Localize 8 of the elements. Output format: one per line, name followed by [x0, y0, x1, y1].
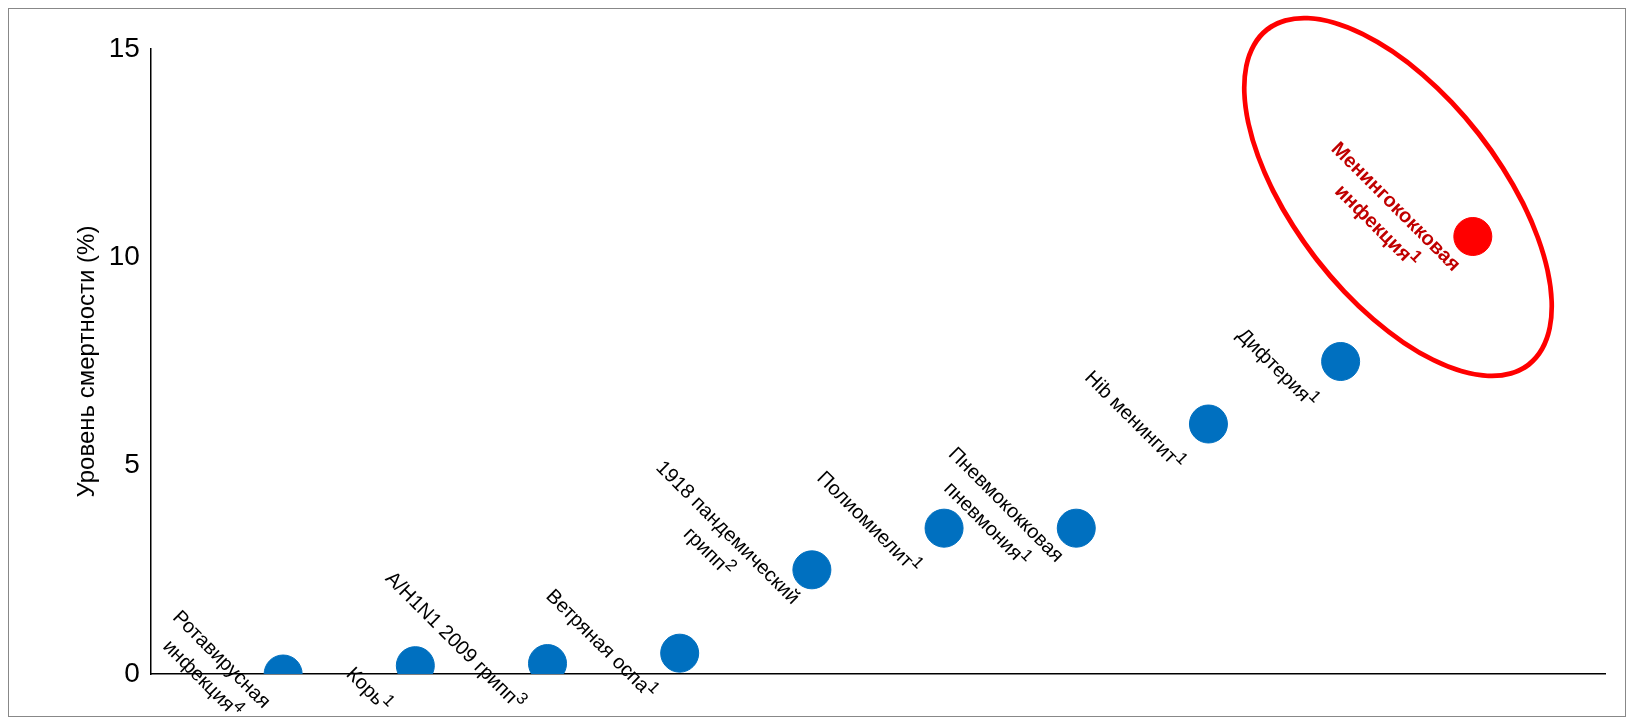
y-tick-label: 10: [108, 240, 140, 272]
y-axis-title: Уровень смертности (%): [72, 225, 100, 498]
point: [1321, 342, 1361, 381]
y-tick-label: 15: [108, 31, 140, 63]
point: [660, 633, 700, 673]
point: [1188, 404, 1228, 444]
y-tick-label: 5: [124, 448, 140, 480]
y-tick-label: 0: [124, 656, 140, 688]
